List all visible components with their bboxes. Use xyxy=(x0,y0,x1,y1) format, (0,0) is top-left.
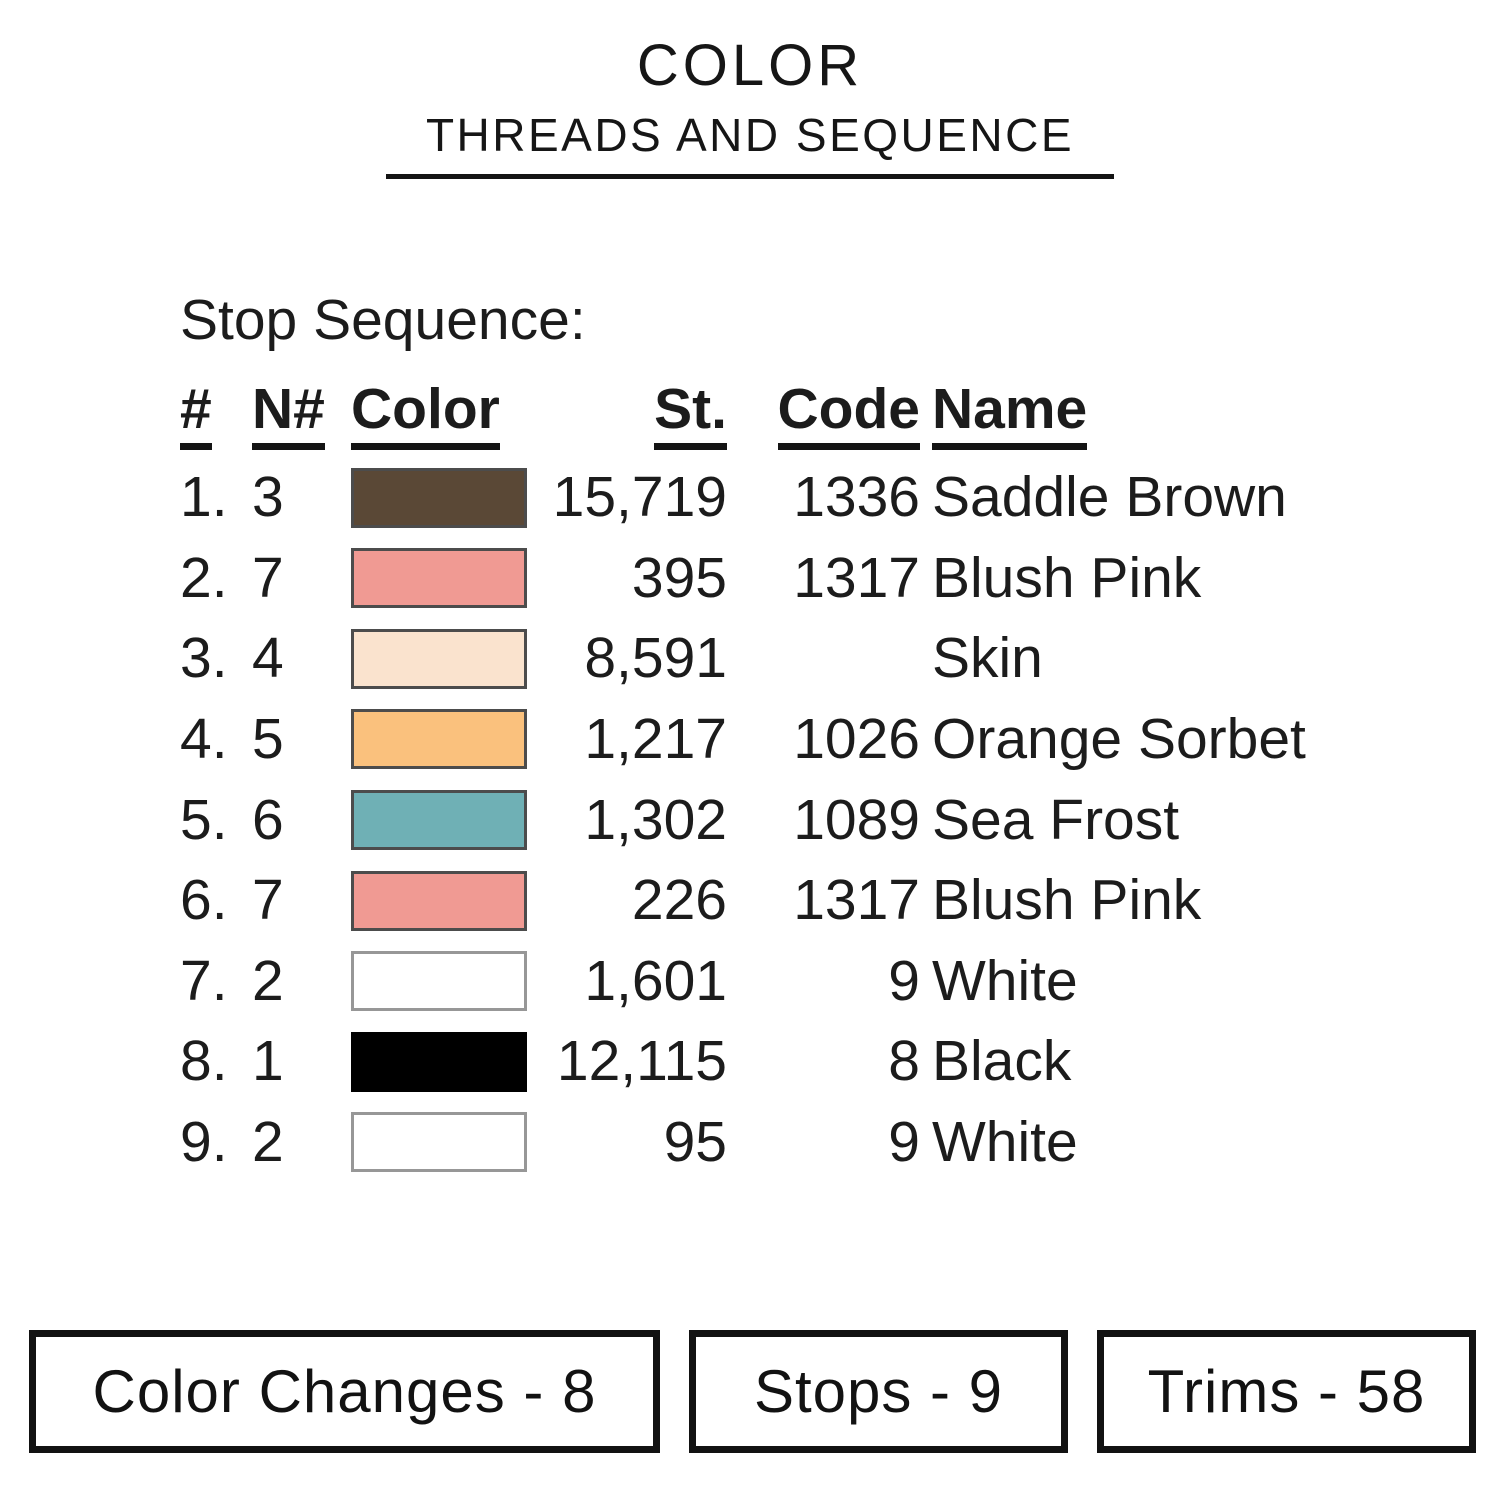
thread-code: 1317 xyxy=(793,545,920,610)
color-swatch xyxy=(351,870,527,931)
stitch-count: 1,302 xyxy=(584,787,727,852)
color-swatch-cell xyxy=(351,1102,527,1183)
color-changes-box: Color Changes - 8 xyxy=(29,1330,660,1453)
color-swatch-cell xyxy=(351,1022,527,1103)
color-swatch xyxy=(351,548,527,609)
stop-number: 8. xyxy=(180,1029,228,1094)
trims-box: Trims - 58 xyxy=(1097,1330,1476,1453)
col-header-code-label: Code xyxy=(777,379,920,451)
color-swatch xyxy=(351,1031,527,1092)
needle-number: 2 xyxy=(252,1109,284,1174)
color-swatch xyxy=(351,628,527,689)
stop-number: 6. xyxy=(180,868,228,933)
thread-name: Black xyxy=(932,1029,1072,1094)
needle-number: 1 xyxy=(252,1029,284,1094)
col-header-stitches-label: St. xyxy=(654,379,727,451)
stitch-count: 395 xyxy=(631,545,727,610)
needle-number: 7 xyxy=(252,868,284,933)
color-swatch-cell xyxy=(351,538,527,619)
stop-sequence-section: Stop Sequence: # N# Color St. Code Name … xyxy=(180,288,1480,1183)
color-swatch-cell xyxy=(351,860,527,941)
stop-number: 3. xyxy=(180,626,228,691)
stitch-count: 12,115 xyxy=(556,1029,727,1094)
needle-number: 7 xyxy=(252,545,284,610)
page-subtitle: THREADS AND SEQUENCE xyxy=(425,108,1075,161)
thread-table: # N# Color St. Code Name 1. 3 15,719 133… xyxy=(180,368,1480,1183)
color-swatch xyxy=(351,951,527,1012)
color-swatch-cell xyxy=(351,941,527,1022)
page-title: COLOR xyxy=(636,33,864,98)
thread-code xyxy=(727,619,920,700)
thread-name: White xyxy=(932,1109,1078,1174)
color-swatch-cell xyxy=(351,457,527,538)
color-swatch-cell xyxy=(351,619,527,700)
stop-number: 7. xyxy=(180,948,228,1013)
thread-code: 1317 xyxy=(793,868,920,933)
stitch-count: 95 xyxy=(663,1109,727,1174)
stop-number: 2. xyxy=(180,545,228,610)
stops-box: Stops - 9 xyxy=(689,1330,1068,1453)
thread-name: Orange Sorbet xyxy=(932,706,1306,771)
color-swatch xyxy=(351,1112,527,1173)
col-header-code: Code xyxy=(727,368,920,458)
stop-number: 4. xyxy=(180,706,228,771)
thread-name: White xyxy=(932,948,1078,1013)
stop-sequence-heading: Stop Sequence: xyxy=(180,288,586,352)
col-header-name-label: Name xyxy=(932,379,1088,451)
thread-code: 9 xyxy=(888,1109,920,1174)
thread-name: Saddle Brown xyxy=(932,465,1287,530)
stitch-count: 226 xyxy=(631,868,727,933)
needle-number: 3 xyxy=(252,465,284,530)
col-header-stop: # xyxy=(180,368,252,458)
title-underline xyxy=(386,174,1114,180)
col-header-stop-label: # xyxy=(180,379,212,451)
stitch-count: 1,601 xyxy=(584,948,727,1013)
color-swatch xyxy=(351,790,527,851)
thread-name: Skin xyxy=(932,626,1043,691)
thread-code: 9 xyxy=(888,948,920,1013)
col-header-color: Color xyxy=(351,368,527,458)
thread-code: 8 xyxy=(888,1029,920,1094)
col-header-name: Name xyxy=(920,368,1480,458)
color-swatch xyxy=(351,467,527,528)
col-header-needle-label: N# xyxy=(252,379,325,451)
col-header-stitches: St. xyxy=(527,368,727,458)
trims-label: Trims - 58 xyxy=(1147,1358,1426,1425)
col-header-needle: N# xyxy=(252,368,351,458)
stitch-count: 15,719 xyxy=(552,465,727,530)
col-header-color-label: Color xyxy=(351,379,500,451)
needle-number: 4 xyxy=(252,626,284,691)
needle-number: 5 xyxy=(252,706,284,771)
stitch-count: 1,217 xyxy=(584,706,727,771)
thread-code: 1089 xyxy=(793,787,920,852)
thread-code: 1026 xyxy=(793,706,920,771)
page-title-block: COLOR THREADS AND SEQUENCE xyxy=(0,33,1500,180)
thread-name: Blush Pink xyxy=(932,868,1202,933)
stop-number: 1. xyxy=(180,465,228,530)
stats-row: Color Changes - 8 Stops - 9 Trims - 58 xyxy=(29,1330,1476,1453)
thread-name: Blush Pink xyxy=(932,545,1202,610)
stop-number: 9. xyxy=(180,1109,228,1174)
stitch-count: 8,591 xyxy=(584,626,727,691)
stop-number: 5. xyxy=(180,787,228,852)
color-swatch-cell xyxy=(351,780,527,861)
thread-code: 1336 xyxy=(793,465,920,530)
color-changes-label: Color Changes - 8 xyxy=(92,1358,597,1425)
needle-number: 6 xyxy=(252,787,284,852)
color-swatch xyxy=(351,709,527,770)
color-swatch-cell xyxy=(351,699,527,780)
thread-name: Sea Frost xyxy=(932,787,1180,852)
stops-label: Stops - 9 xyxy=(753,1358,1004,1425)
needle-number: 2 xyxy=(252,948,284,1013)
